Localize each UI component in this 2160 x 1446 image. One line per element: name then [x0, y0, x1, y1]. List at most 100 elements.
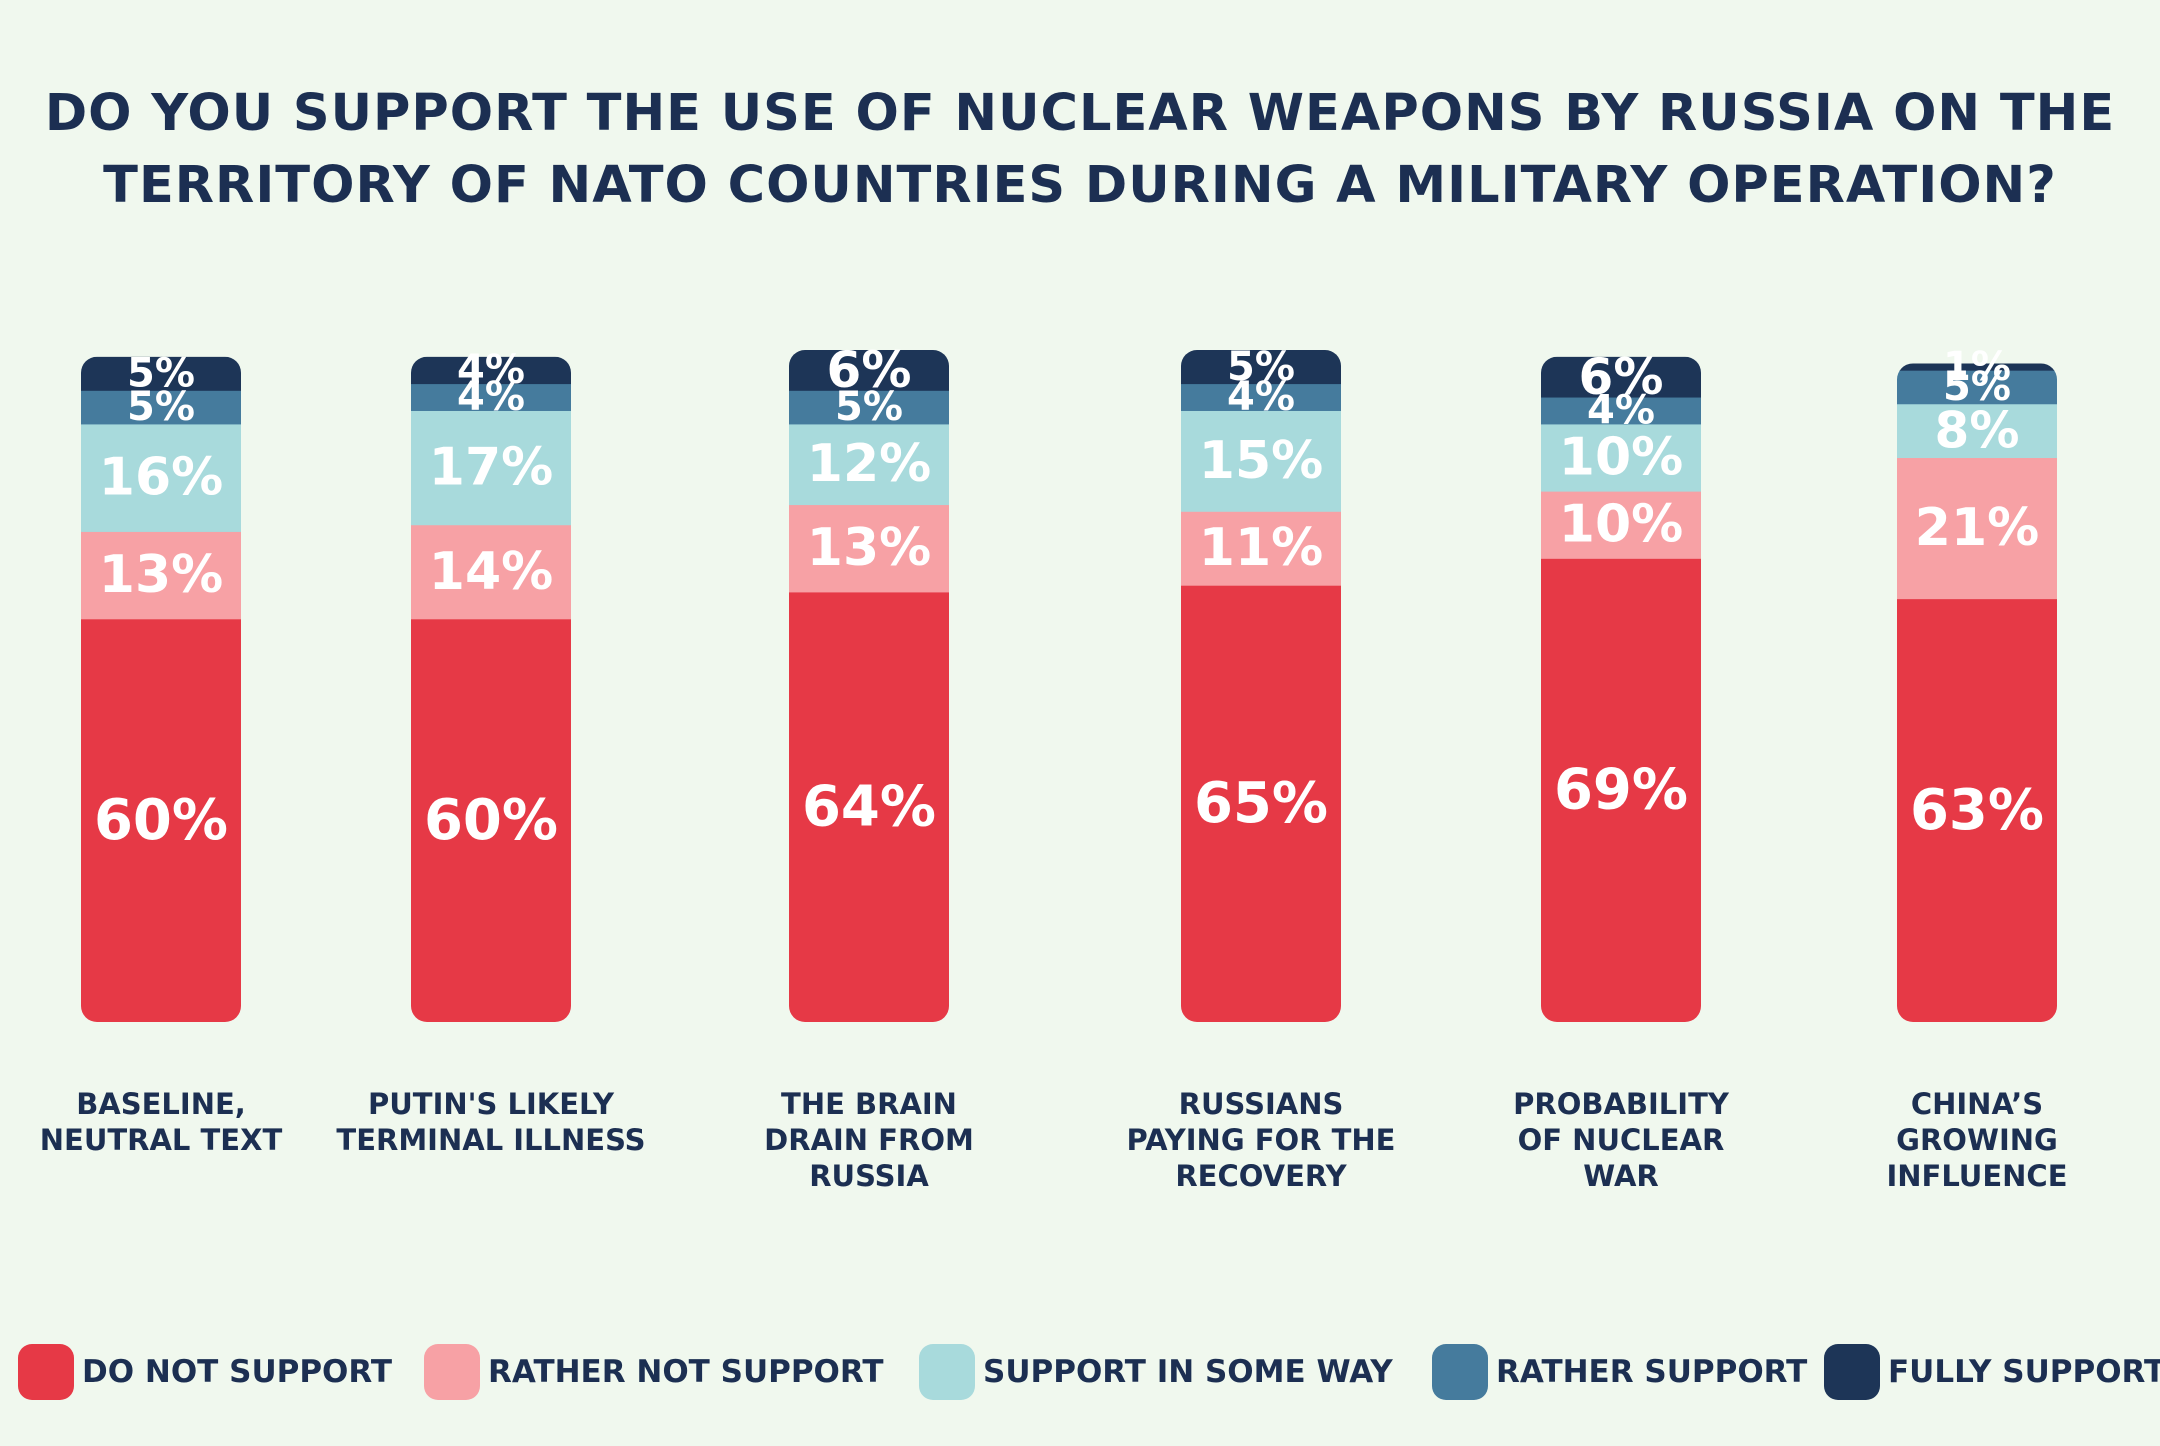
data-label-3-3: 4% [1227, 374, 1295, 420]
bar-segment-4-1 [1541, 491, 1701, 559]
bar-segment-3-2 [1181, 410, 1341, 512]
bar-segment-3-1 [1181, 511, 1341, 586]
bar-segment-0-4 [81, 356, 241, 391]
bar-segment-3-0 [1181, 585, 1341, 1022]
data-label-3-0: 65% [1194, 771, 1328, 836]
data-label-5-1: 21% [1915, 498, 2039, 558]
legend-label-2: SUPPORT IN SOME WAY [983, 1354, 1393, 1390]
category-label-4-line-2: WAR [1583, 1159, 1659, 1193]
data-label-2-1: 13% [807, 518, 931, 578]
category-label-4: PROBABILITY OF NUCLEAR WAR [1451, 1086, 1791, 1194]
bar-segment-5-4 [1897, 363, 2057, 371]
legend-item-0: DO NOT SUPPORT [18, 1344, 392, 1400]
data-label-0-1: 13% [99, 545, 223, 605]
bar-segment-2-2 [789, 423, 949, 506]
category-label-2: THE BRAIN DRAIN FROM RUSSIA [699, 1086, 1039, 1194]
data-label-4-2: 10% [1559, 428, 1683, 488]
data-label-5-3: 5% [1943, 364, 2011, 410]
data-label-4-1: 10% [1559, 495, 1683, 555]
category-label-4-line-1: OF NUCLEAR [1517, 1123, 1725, 1157]
category-label-5: CHINA’S GROWING INFLUENCE [1807, 1086, 2147, 1194]
legend-label-4: FULLY SUPPORT [1888, 1354, 2160, 1390]
bar-segment-1-2 [411, 410, 571, 526]
bar-stack-5 [1897, 363, 2057, 1022]
chart-title-line-2: TERRITORY OF NATO COUNTRIES DURING A MIL… [103, 156, 2057, 215]
data-label-5-2: 8% [1935, 402, 2020, 460]
bar-segment-2-1 [789, 504, 949, 593]
category-label-1: PUTIN'S LIKELY TERMINAL ILLNESS [321, 1086, 661, 1158]
bar-segment-5-2 [1897, 403, 2057, 459]
data-label-1-4: 4% [457, 347, 525, 393]
legend-item-1: RATHER NOT SUPPORT [424, 1344, 884, 1400]
category-label-1-line-0: PUTIN'S LIKELY [367, 1087, 615, 1121]
bar-segment-1-4 [411, 356, 571, 385]
legend-swatch-1 [424, 1344, 480, 1400]
bar-segment-2-0 [789, 591, 949, 1022]
data-label-2-3: 5% [835, 384, 903, 430]
bar-segment-4-0 [1541, 558, 1701, 1023]
data-label-3-4: 5% [1227, 344, 1295, 390]
data-label-0-3: 5% [127, 384, 195, 430]
category-label-4-line-0: PROBABILITY [1513, 1087, 1729, 1121]
chart-title: DO YOU SUPPORT THE USE OF NUCLEAR WEAPON… [0, 78, 2160, 222]
data-label-0-4: 5% [127, 351, 195, 397]
category-label-2-line-0: THE BRAIN [781, 1087, 957, 1121]
data-label-4-4: 6% [1579, 348, 1664, 406]
legend-swatch-2 [919, 1344, 975, 1400]
data-label-2-4: 6% [827, 341, 912, 399]
legend-item-2: SUPPORT IN SOME WAY [919, 1344, 1393, 1400]
category-label-3-line-2: RECOVERY [1175, 1159, 1347, 1193]
category-label-3-line-0: RUSSIANS [1178, 1087, 1344, 1121]
legend-item-4: FULLY SUPPORT [1824, 1344, 2160, 1400]
bar-segment-4-2 [1541, 423, 1701, 492]
bar-stack-4 [1541, 356, 1701, 1023]
bar-segment-0-1 [81, 531, 241, 620]
bar-segment-3-4 [1181, 350, 1341, 385]
bar-segment-2-4 [789, 350, 949, 391]
legend-item-3: RATHER SUPPORT [1432, 1344, 1807, 1400]
legend-label-1: RATHER NOT SUPPORT [488, 1354, 884, 1390]
category-label-0: BASELINE, NEUTRAL TEXT [0, 1086, 331, 1158]
bar-segment-0-0 [81, 618, 241, 1023]
data-label-1-1: 14% [429, 542, 553, 602]
data-label-1-2: 17% [429, 438, 553, 498]
data-label-2-2: 12% [807, 434, 931, 494]
legend-swatch-0 [18, 1344, 74, 1400]
bar-stack-3 [1181, 350, 1341, 1022]
category-label-5-line-1: GROWING [1896, 1123, 2058, 1157]
category-label-5-line-0: CHINA’S [1910, 1087, 2044, 1121]
category-label-3: RUSSIANS PAYING FOR THE RECOVERY [1091, 1086, 1431, 1194]
legend-label-0: DO NOT SUPPORT [82, 1354, 393, 1390]
bar-segment-0-2 [81, 423, 241, 532]
bar-segment-0-3 [81, 390, 241, 425]
bar-segment-4-3 [1541, 397, 1701, 425]
category-label-5-line-2: INFLUENCE [1886, 1159, 2068, 1193]
data-label-0-2: 16% [99, 448, 223, 508]
data-label-0-0: 60% [94, 788, 228, 853]
data-label-2-0: 64% [802, 774, 936, 839]
category-label-0-line-1: NEUTRAL TEXT [39, 1123, 283, 1157]
category-label-0-line-0: BASELINE, [76, 1087, 246, 1121]
bar-segment-5-1 [1897, 457, 2057, 600]
bar-segment-1-0 [411, 618, 571, 1023]
bar-segment-1-1 [411, 524, 571, 620]
data-label-4-3: 4% [1587, 387, 1655, 433]
data-label-1-0: 60% [424, 788, 558, 853]
legend-swatch-3 [1432, 1344, 1488, 1400]
bar-segment-4-4 [1541, 356, 1701, 398]
bar-stack-2 [789, 350, 949, 1022]
bar-segment-3-3 [1181, 383, 1341, 411]
bar-segment-5-3 [1897, 370, 2057, 405]
data-label-3-1: 11% [1199, 518, 1323, 578]
data-label-1-3: 4% [457, 374, 525, 420]
category-label-1-line-1: TERMINAL ILLNESS [336, 1123, 646, 1157]
category-label-3-line-1: PAYING FOR THE [1126, 1123, 1396, 1157]
legend-label-3: RATHER SUPPORT [1496, 1354, 1808, 1390]
data-label-5-0: 63% [1910, 778, 2044, 843]
bar-segment-2-3 [789, 390, 949, 425]
legend: DO NOT SUPPORT RATHER NOT SUPPORT SUPPORT … [0, 1344, 2160, 1414]
data-label-5-4: 1% [1943, 344, 2011, 390]
category-label-2-line-1: DRAIN FROM [764, 1123, 974, 1157]
data-label-4-0: 69% [1554, 758, 1688, 823]
